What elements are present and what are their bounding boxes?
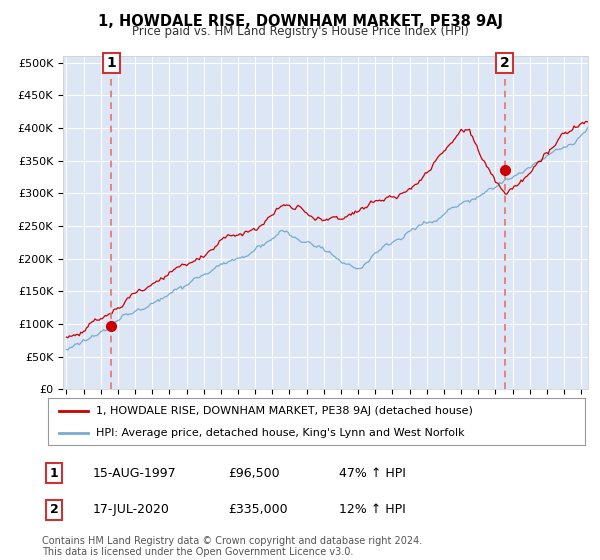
Text: £335,000: £335,000 <box>228 503 287 516</box>
Text: 12% ↑ HPI: 12% ↑ HPI <box>339 503 406 516</box>
Text: 1: 1 <box>50 466 58 480</box>
Text: Price paid vs. HM Land Registry's House Price Index (HPI): Price paid vs. HM Land Registry's House … <box>131 25 469 38</box>
Text: 2: 2 <box>50 503 58 516</box>
Text: 2: 2 <box>500 56 509 70</box>
Text: 1: 1 <box>107 56 116 70</box>
Text: 17-JUL-2020: 17-JUL-2020 <box>93 503 170 516</box>
Text: 1, HOWDALE RISE, DOWNHAM MARKET, PE38 9AJ (detached house): 1, HOWDALE RISE, DOWNHAM MARKET, PE38 9A… <box>97 406 473 416</box>
Text: 15-AUG-1997: 15-AUG-1997 <box>93 466 176 480</box>
Text: 1, HOWDALE RISE, DOWNHAM MARKET, PE38 9AJ: 1, HOWDALE RISE, DOWNHAM MARKET, PE38 9A… <box>97 14 503 29</box>
Text: HPI: Average price, detached house, King's Lynn and West Norfolk: HPI: Average price, detached house, King… <box>97 428 465 438</box>
Text: £96,500: £96,500 <box>228 466 280 480</box>
Text: 47% ↑ HPI: 47% ↑ HPI <box>339 466 406 480</box>
Text: Contains HM Land Registry data © Crown copyright and database right 2024.
This d: Contains HM Land Registry data © Crown c… <box>42 535 422 557</box>
